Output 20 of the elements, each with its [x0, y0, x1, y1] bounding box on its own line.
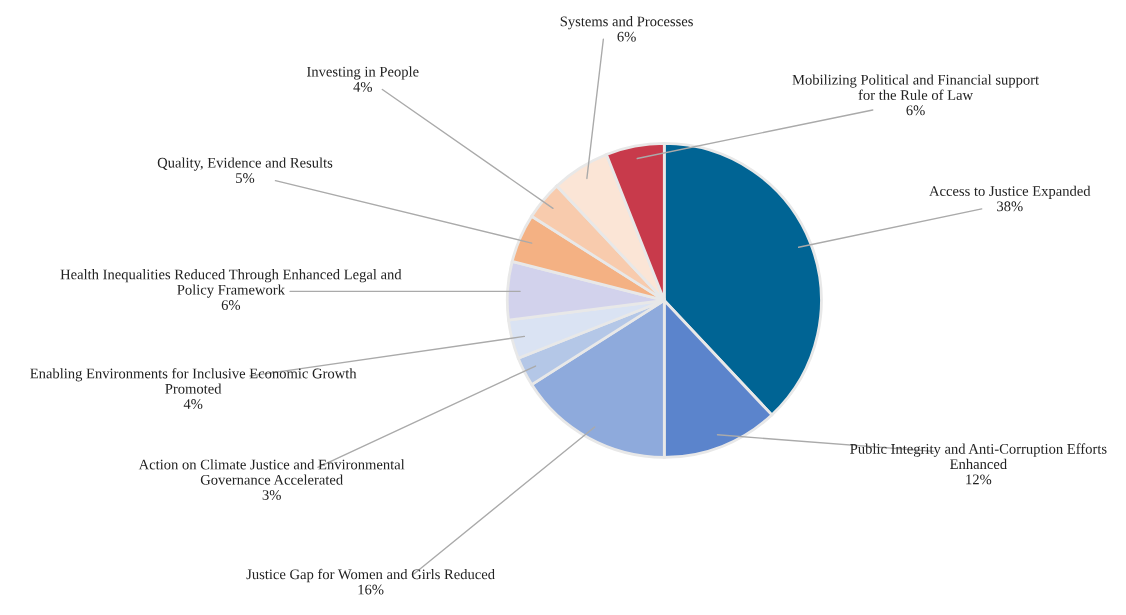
data-label: 16%	[358, 584, 384, 595]
slice-label: Action on Climate Justice and Environmental Governance Accelerated	[138, 459, 405, 485]
data-label: 38%	[997, 201, 1023, 212]
slice-label: Public Integrity and Anti-Corruption Efforts Enhanced	[850, 443, 1107, 470]
data-label: 12%	[966, 474, 992, 485]
slice-label: Enabling Environments for Inclusive Economic Growth Promoted	[30, 367, 357, 394]
data-label: 3%	[262, 490, 281, 500]
data-label: 4%	[183, 399, 203, 409]
slice-label: Quality, Evidence and Results	[157, 157, 333, 171]
slice-label: Investing in People	[307, 66, 419, 80]
data-label: 6%	[221, 300, 241, 310]
slice-label: Justice Gap for Women and Girls Reduced	[246, 568, 495, 583]
slice-label: Health Inequalities Reduced Through Enhanced Legal and Policy Framework	[60, 269, 402, 298]
slice-label: Systems and Processes	[560, 16, 693, 30]
slice-label: Access to Justice Expanded	[929, 185, 1091, 199]
data-label: 6%	[906, 105, 925, 116]
data-label: 6%	[617, 31, 636, 42]
slice-label: Mobilizing Political and Financial support for the Rule of Law	[792, 74, 1040, 100]
data-label: 5%	[236, 173, 255, 183]
data-label: 4%	[353, 82, 372, 92]
